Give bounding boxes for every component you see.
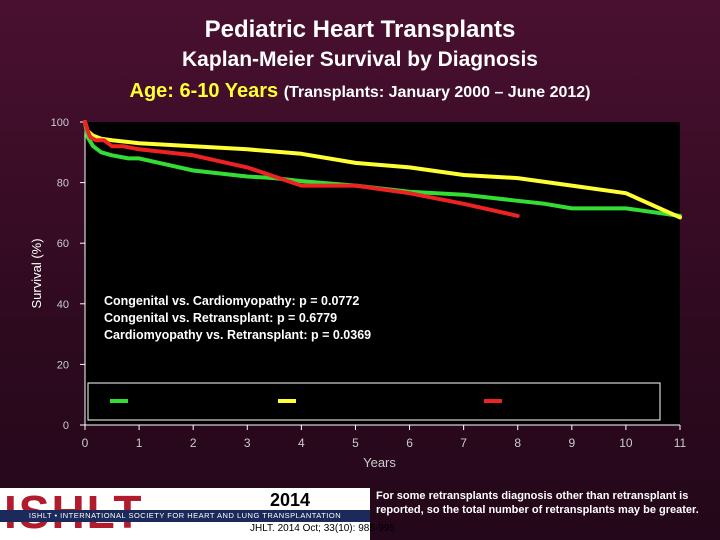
p-value-annotation: Cardiomyopathy vs. Retransplant: p = 0.0…	[104, 328, 371, 342]
y-tick-label: 0	[63, 420, 69, 432]
x-tick-label: 8	[514, 436, 521, 450]
age-label: Age: 6-10 Years	[129, 80, 279, 102]
x-tick-label: 2	[190, 436, 197, 450]
survival-chart: 0 20 40 60 80 100 0 1 2 3 4 5 6 7 8 9 10 11 Years Survival …	[29, 117, 687, 470]
y-axis-label: Survival (%)	[29, 238, 44, 308]
p-value-annotation: Congenital vs. Retransplant: p = 0.6779	[104, 311, 337, 325]
series-line-retransplant	[83, 120, 520, 218]
citation: JHLT. 2014 Oct; 33(10): 985-995	[250, 523, 395, 534]
series-line-cardiomyopathy	[83, 120, 682, 220]
x-axis-label: Years	[363, 455, 396, 470]
legend-box	[87, 382, 661, 421]
x-tick-label: 6	[406, 436, 413, 450]
publication-year: 2014	[270, 490, 311, 510]
footnote: For some retransplants diagnosis other t…	[376, 490, 699, 516]
age-period-line: Age: 6-10 Years (Transplants: January 20…	[0, 80, 720, 103]
page-subtitle: Kaplan-Meier Survival by Diagnosis	[182, 48, 538, 71]
x-tick-label: 11	[674, 436, 687, 450]
x-tick-label: 10	[619, 436, 633, 450]
period-label: (Transplants: January 2000 – June 2012)	[283, 84, 591, 101]
p-value-annotation: Congenital vs. Cardiomyopathy: p = 0.077…	[104, 294, 359, 308]
plot-area	[85, 122, 680, 425]
x-tick-label: 3	[244, 436, 251, 450]
x-tick-label: 4	[298, 436, 305, 450]
page-title: Pediatric Heart Transplants	[204, 16, 516, 43]
y-tick-label: 40	[57, 299, 69, 311]
y-tick-label: 60	[57, 238, 69, 250]
y-tick-label: 20	[57, 359, 69, 371]
y-tick-label: 100	[51, 117, 69, 129]
x-tick-label: 1	[136, 436, 143, 450]
series-line-congenital	[83, 120, 682, 218]
x-tick-label: 5	[352, 436, 359, 450]
x-tick-label: 0	[82, 436, 89, 450]
society-name: ISHLT • INTERNATIONAL SOCIETY FOR HEART …	[0, 510, 370, 522]
y-tick-label: 80	[57, 178, 69, 190]
x-tick-label: 9	[568, 436, 575, 450]
x-tick-label: 7	[460, 436, 467, 450]
